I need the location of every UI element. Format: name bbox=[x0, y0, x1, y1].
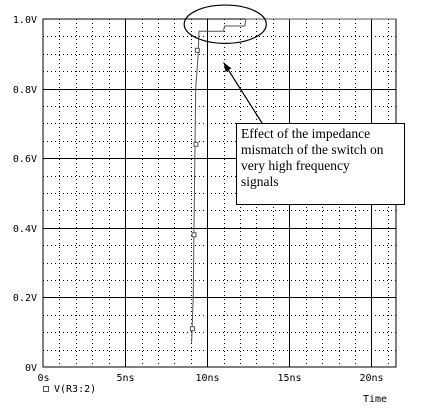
highlight-ellipse bbox=[183, 4, 267, 44]
callout-text-line: very high frequency bbox=[241, 158, 350, 173]
callout-arrow bbox=[223, 62, 263, 124]
x-axis-title: Time bbox=[363, 394, 387, 405]
y-tick-label: 0V bbox=[25, 363, 37, 374]
minor-grid bbox=[43, 19, 396, 367]
series-line bbox=[191, 18, 396, 343]
y-tick-label: 0.4V bbox=[13, 224, 37, 235]
series-marker bbox=[189, 326, 195, 332]
legend-label: V(R3:2) bbox=[54, 384, 96, 395]
series-marker bbox=[194, 47, 200, 53]
x-tick-label: 15ns bbox=[277, 373, 301, 384]
callout-text-line: mismatch of the switch on bbox=[241, 142, 384, 157]
legend-marker-square bbox=[43, 386, 49, 392]
callout-text-line: Effect of the impedance bbox=[241, 126, 371, 141]
series-marker bbox=[193, 141, 199, 147]
callout-arrowhead bbox=[223, 62, 232, 72]
series-marker bbox=[191, 232, 197, 238]
series-group bbox=[189, 18, 396, 343]
x-tick-label: 5ns bbox=[116, 373, 134, 384]
x-tick-label: 10ns bbox=[195, 373, 219, 384]
legend: V(R3:2) bbox=[43, 384, 96, 395]
callout-text-line: signals bbox=[241, 174, 279, 189]
annotation-callout: Effect of the impedance mismatch of the s… bbox=[236, 123, 405, 205]
annotation bbox=[183, 4, 267, 124]
x-axis-ticks: 0s 5ns 10ns 15ns 20ns bbox=[37, 373, 383, 384]
y-tick-label: 0.6V bbox=[13, 154, 37, 165]
y-tick-label: 1.0V bbox=[13, 15, 37, 26]
x-tick-label: 0s bbox=[37, 373, 49, 384]
y-tick-label: 0.8V bbox=[13, 85, 37, 96]
y-axis-ticks: 0V 0.2V 0.4V 0.6V 0.8V 1.0V bbox=[13, 15, 37, 374]
y-tick-label: 0.2V bbox=[13, 293, 37, 304]
x-tick-label: 20ns bbox=[359, 373, 383, 384]
